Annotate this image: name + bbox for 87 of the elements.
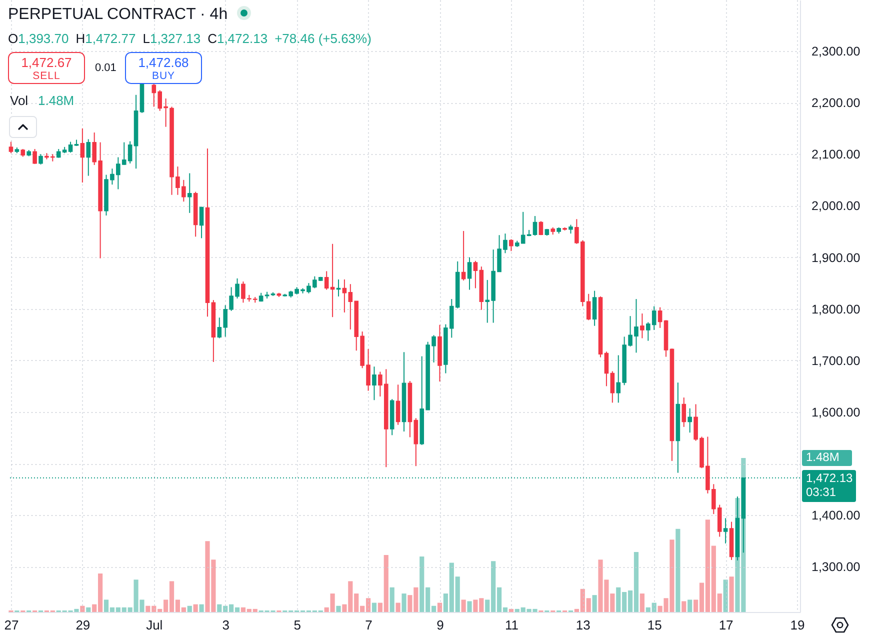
candlestick [688, 408, 692, 434]
y-tick-label: 2,200.00 [812, 96, 860, 110]
candlestick [396, 384, 400, 426]
bar [193, 604, 198, 612]
bar [592, 595, 597, 612]
candlestick [473, 260, 478, 289]
bar [336, 606, 341, 612]
sell-button: 1,472.67 SELL [8, 52, 85, 84]
annotation: 1,472.67 [20, 55, 73, 70]
annotation: +78.46 (+5.63%) [274, 31, 372, 46]
bar [682, 601, 686, 612]
y-tick-label: 1,800.00 [812, 302, 860, 316]
candlestick [80, 128, 85, 184]
annotation: C1,472.13 [208, 31, 268, 46]
candlestick [187, 172, 192, 214]
annotation: 1.48M [38, 93, 74, 109]
candlestick [8, 141, 14, 154]
candlestick [592, 290, 597, 326]
bar [508, 608, 514, 612]
annotation: O1,393.70 [8, 31, 69, 46]
bar [199, 604, 204, 612]
y-tick-label: 1,400.00 [812, 508, 860, 523]
x-tick-label: 17 [718, 618, 734, 632]
bar [640, 594, 644, 612]
x-tick-label: 3 [222, 618, 230, 632]
candlestick [658, 306, 662, 328]
y-tick-label: 1,600.00 [812, 405, 860, 420]
bar [723, 580, 728, 612]
annotation: L1,327.13 [142, 31, 201, 46]
x-tick-label: 27 [4, 618, 19, 632]
text: 03:31 [806, 485, 838, 500]
candlestick [532, 216, 538, 236]
candlestick [682, 397, 686, 428]
bar [187, 606, 192, 612]
y-tick-label: 2,100.00 [812, 148, 860, 162]
text: 1.48M [802, 450, 852, 466]
bar [402, 594, 406, 612]
y-tick-label: 2,000.00 [812, 199, 860, 214]
candlestick [461, 230, 466, 281]
y-tick-label: 1,900.00 [812, 250, 860, 265]
annotation: BUY [150, 70, 176, 82]
annotation: Vol [10, 93, 28, 109]
y-tick-label: 1,300.00 [812, 560, 860, 574]
annotation: 1,472.68 [137, 55, 190, 70]
bar [372, 602, 377, 612]
ref-line-label: 1,472.13 [806, 470, 854, 486]
bar [467, 601, 472, 612]
bar [86, 607, 91, 612]
y-tick-label: 2,300.00 [812, 44, 860, 59]
candlestick [414, 418, 418, 467]
candlestick [324, 270, 329, 290]
candlestick [538, 220, 544, 236]
annotation: H1,472.77 [76, 31, 136, 46]
bar [396, 602, 400, 612]
bar [437, 602, 442, 612]
bar [729, 576, 734, 612]
annotation: SELL [32, 70, 62, 82]
candlestick [640, 312, 644, 339]
x-tick-label: 11 [504, 618, 518, 632]
x-tick-label: 15 [647, 618, 662, 632]
x-tick-label: 9 [436, 618, 444, 632]
bar [80, 606, 85, 612]
x-tick-label: 7 [365, 618, 372, 632]
annotation: 0.01 [95, 62, 116, 75]
y-tick-label: 1,700.00 [812, 354, 860, 368]
candlestick [372, 366, 376, 401]
x-tick-label: Jul [146, 618, 163, 632]
bar [461, 600, 466, 612]
x-tick-label: 29 [76, 618, 90, 632]
buy-button: 1,472.68 BUY [125, 52, 202, 84]
bar [688, 600, 692, 612]
bar [390, 587, 394, 612]
candlestick [604, 351, 609, 387]
candlestick [32, 148, 37, 164]
x-tick-label: 5 [294, 618, 301, 632]
chart-title: PERPETUAL CONTRACT · 4h [8, 6, 228, 23]
candlestick [68, 141, 73, 154]
candlestick [199, 206, 204, 239]
candlestick [86, 138, 91, 176]
candlestick [38, 154, 43, 165]
candlestick [610, 370, 615, 404]
x-tick-label: 13 [576, 618, 590, 632]
x-tick-label: 19 [790, 618, 805, 632]
bar [676, 528, 680, 612]
candlestick [723, 518, 728, 544]
candlestick [467, 256, 472, 290]
candlestick [509, 238, 514, 252]
